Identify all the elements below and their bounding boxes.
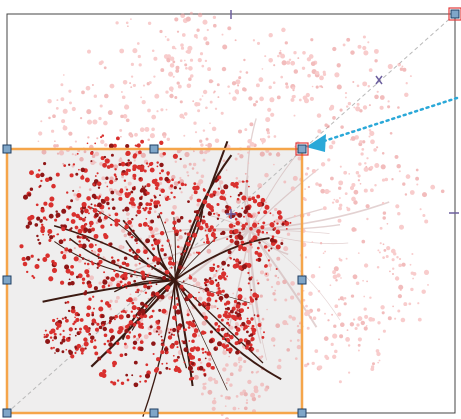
scale-handle-top-middle[interactable] — [149, 144, 159, 154]
original-corner-handle[interactable] — [448, 7, 461, 21]
drag-direction-arrow — [306, 96, 459, 152]
scale-handle-bottom-left[interactable] — [2, 408, 12, 418]
original-center-crosshair — [375, 75, 383, 85]
diagonal-guide-line — [6, 13, 456, 414]
scaled-tree-object[interactable] — [19, 134, 292, 417]
scale-handle-middle-right[interactable] — [297, 275, 307, 285]
scale-handle-middle-left[interactable] — [2, 275, 12, 285]
active-scale-handle[interactable] — [295, 142, 309, 156]
scale-handle-top-left[interactable] — [2, 144, 12, 154]
scale-handle-bottom-middle[interactable] — [149, 408, 159, 418]
scale-handle-bottom-right[interactable] — [297, 408, 307, 418]
scaled-center-crosshair — [226, 209, 236, 219]
